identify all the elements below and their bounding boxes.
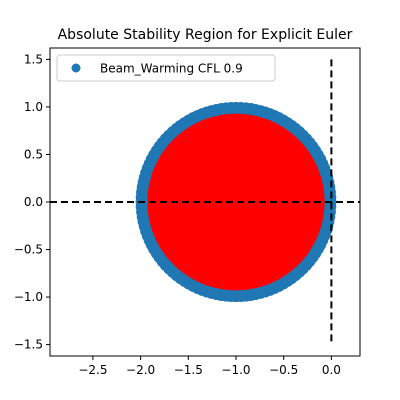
axis-ticks: −2.5 −2.0 −1.5 −1.0 −0.5 0.0 −1.5 −1.0 −0.5 0.0 0.…: [14, 52, 341, 377]
x-tick-label: 0.0: [322, 363, 341, 377]
y-tick-label: 0.5: [24, 147, 43, 161]
stability-region-disk: [140, 106, 332, 298]
legend-marker: [71, 63, 81, 73]
x-tick-label: −2.5: [78, 363, 107, 377]
chart-title: Absolute Stability Region for Explicit E…: [58, 27, 353, 43]
scatter-point: [324, 200, 337, 213]
y-tick-label: 1.0: [24, 100, 43, 114]
y-tick-label: 1.5: [24, 52, 43, 66]
x-tick-label: −2.0: [126, 363, 155, 377]
legend-box: [56, 54, 276, 82]
x-tick-label: −1.0: [221, 363, 250, 377]
y-tick-label: 0.0: [24, 195, 43, 209]
y-tick-label: −0.5: [14, 243, 43, 257]
x-tick-label: −0.5: [269, 363, 298, 377]
x-tick-label: −1.5: [174, 363, 203, 377]
legend-label: Beam_Warming CFL 0.9: [100, 62, 243, 76]
y-tick-label: −1.0: [14, 290, 43, 304]
plot-area: [50, 59, 360, 345]
axes-frame: [49, 47, 361, 357]
y-tick-label: −1.5: [14, 338, 43, 352]
legend: Beam_Warming CFL 0.9: [56, 54, 276, 82]
